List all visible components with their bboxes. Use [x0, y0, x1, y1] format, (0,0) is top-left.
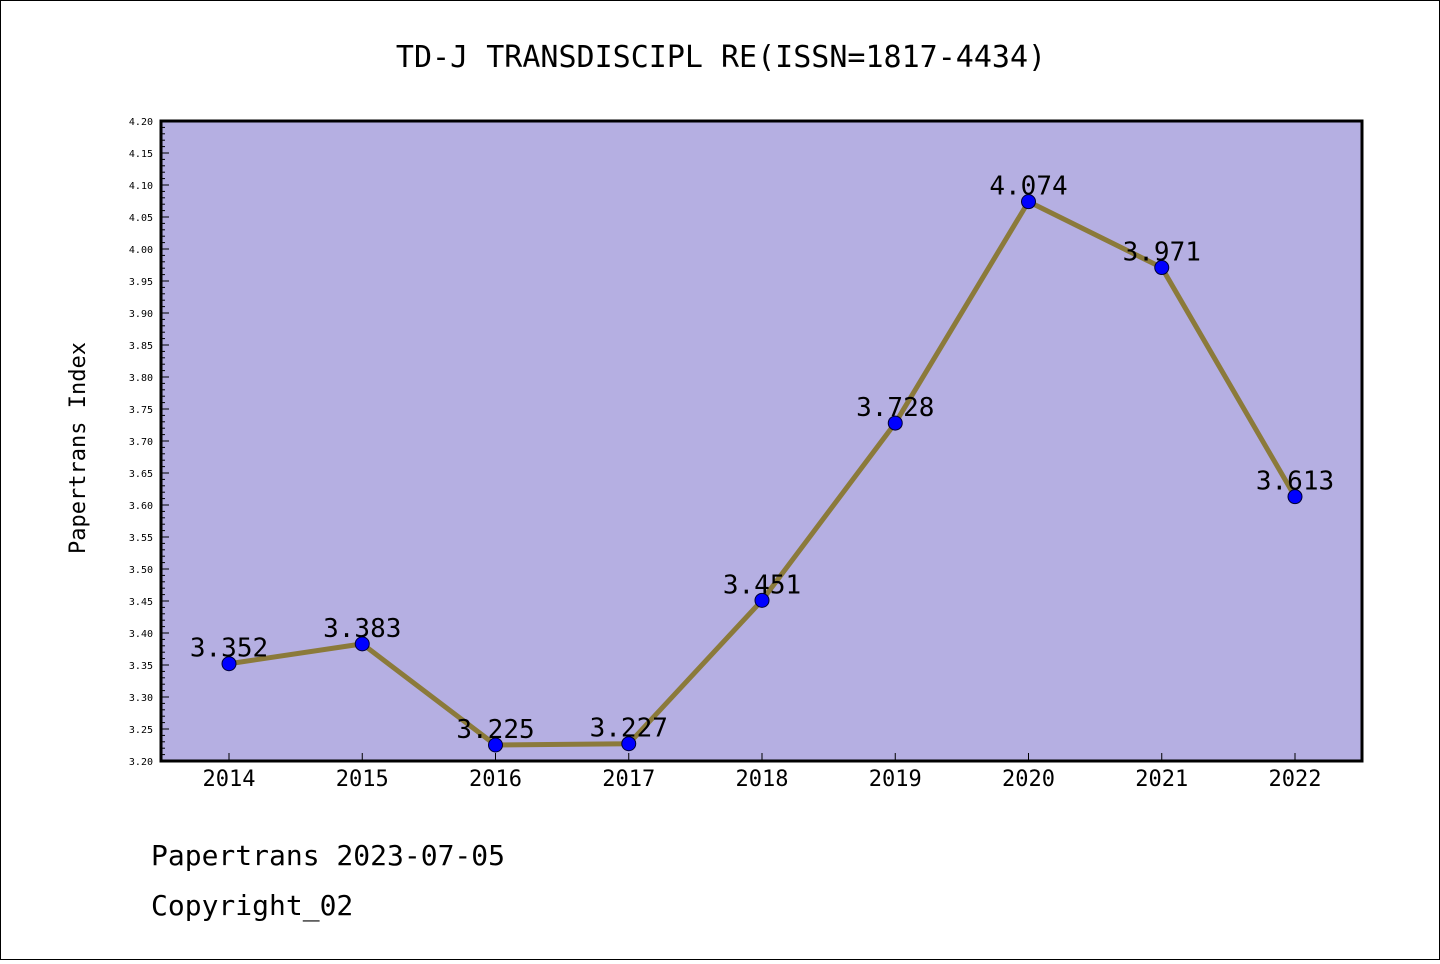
- y-tick-label: 3.20: [129, 757, 153, 768]
- y-tick-label: 3.85: [129, 341, 153, 352]
- y-tick-label: 3.75: [129, 405, 153, 416]
- y-tick-label: 3.60: [129, 501, 153, 512]
- y-tick-label: 3.70: [129, 437, 153, 448]
- data-label: 3.451: [723, 570, 801, 600]
- data-point: [488, 737, 503, 753]
- x-tick-label: 2017: [602, 767, 655, 792]
- data-point: [887, 415, 903, 431]
- x-tick-label: 2014: [203, 767, 256, 792]
- data-label: 3.971: [1123, 238, 1201, 268]
- data-label: 4.074: [989, 172, 1067, 202]
- y-axis-label: Papertrans Index: [66, 342, 91, 554]
- x-tick-label: 2018: [736, 767, 789, 792]
- data-point: [754, 592, 770, 608]
- y-tick-label: 3.90: [129, 309, 153, 320]
- data-point: [1154, 260, 1170, 276]
- y-tick-label: 3.55: [129, 533, 153, 544]
- data-label: 3.225: [456, 715, 534, 745]
- y-tick-label: 4.00: [129, 245, 153, 256]
- plot-area: [159, 119, 1364, 763]
- x-tick-label: 2015: [336, 767, 389, 792]
- y-tick-label: 3.95: [129, 277, 153, 288]
- data-label: 3.227: [590, 714, 668, 744]
- y-tick-label: 3.80: [129, 373, 153, 384]
- data-point: [354, 636, 370, 652]
- chart-title: TD-J TRANSDISCIPL RE(ISSN=1817-4434): [396, 40, 1046, 75]
- x-tick-label: 2020: [1002, 767, 1055, 792]
- y-tick-label: 3.45: [129, 597, 153, 608]
- y-tick-label: 4.20: [129, 117, 153, 128]
- data-label: 3.728: [856, 393, 934, 423]
- footer-date: Papertrans 2023-07-05: [151, 839, 505, 872]
- x-tick-label: 2021: [1135, 767, 1188, 792]
- y-tick-label: 3.35: [129, 661, 153, 672]
- data-point: [1287, 489, 1303, 505]
- x-tick-label: 2022: [1269, 767, 1322, 792]
- data-label: 3.613: [1256, 467, 1334, 497]
- y-tick-label: 3.30: [129, 693, 153, 704]
- x-tick-label: 2016: [469, 767, 522, 792]
- x-tick-label: 2019: [869, 767, 922, 792]
- data-labels: 3.352 3.383 3.225 3.227 3.451 3.728 4.074 3.971…: [190, 172, 1334, 745]
- data-label: 3.352: [190, 634, 268, 664]
- y-axis-ticks: 3.20 3.25 3.30 3.35 3.40 3.45 3.50 3.55 3.60 3.65…: [129, 117, 169, 768]
- y-tick-label: 3.25: [129, 725, 153, 736]
- y-tick-label: 4.05: [129, 213, 153, 224]
- y-tick-label: 3.40: [129, 629, 153, 640]
- y-tick-label: 3.65: [129, 469, 153, 480]
- data-point: [1021, 194, 1036, 210]
- footer-copyright: Copyright_02: [151, 889, 353, 923]
- data-point: [221, 656, 237, 672]
- data-markers: [221, 194, 1303, 753]
- x-axis-ticks: 2014 2015 2016 2017 2018 2019 2020 2021 2022: [203, 753, 1322, 792]
- y-tick-label: 4.15: [129, 149, 153, 160]
- data-point: [621, 736, 637, 752]
- data-label: 3.383: [323, 614, 401, 644]
- y-tick-label: 3.50: [129, 565, 153, 576]
- y-tick-label: 4.10: [129, 181, 153, 192]
